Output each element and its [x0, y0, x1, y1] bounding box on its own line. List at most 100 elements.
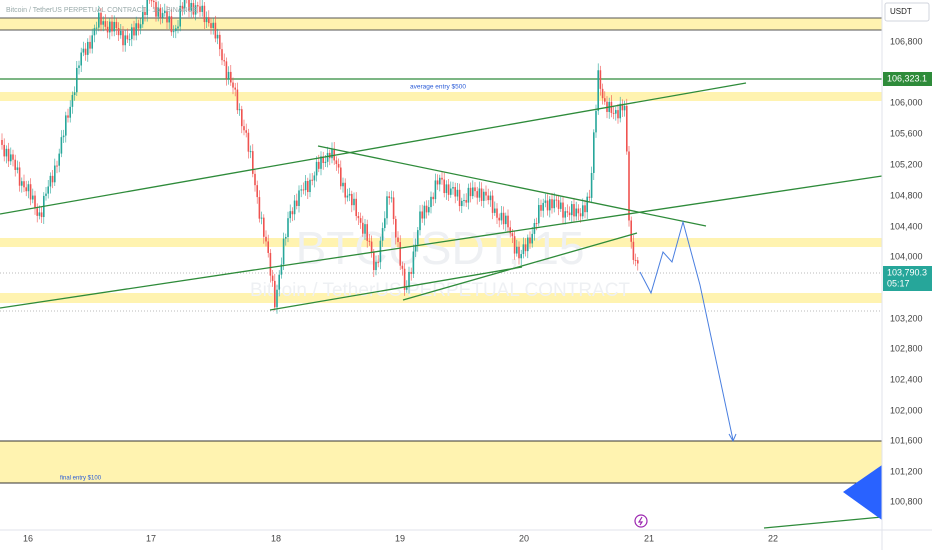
candle-body	[351, 193, 353, 206]
candle-body	[120, 30, 122, 36]
candle-body	[274, 280, 276, 308]
currency-box[interactable]	[884, 2, 930, 22]
candle-body	[445, 184, 448, 194]
trendline	[402, 232, 638, 301]
candle-body	[40, 212, 43, 218]
candle-body	[302, 189, 305, 191]
time-label: 18	[271, 533, 281, 543]
candle-body	[551, 199, 553, 209]
candle-body	[258, 197, 261, 219]
candle-body	[423, 205, 426, 219]
candle-body	[395, 219, 397, 238]
candle-body	[346, 195, 349, 198]
candle-body	[27, 184, 30, 192]
candle-body	[183, 0, 186, 9]
candle-body	[434, 180, 437, 200]
candle-body	[406, 287, 408, 290]
candle-body	[309, 179, 311, 193]
price-label: 105,600	[890, 128, 923, 138]
candle-body	[472, 187, 474, 197]
candle-body	[364, 224, 366, 234]
candle-body	[267, 241, 269, 253]
candle-body	[216, 34, 219, 39]
candle-body	[425, 205, 428, 213]
candle-body	[322, 156, 324, 164]
candle-body	[34, 195, 36, 209]
trendline	[763, 516, 883, 529]
candle-body	[386, 196, 388, 219]
candle-body	[623, 105, 626, 111]
candle-body	[441, 177, 443, 180]
candle-body	[549, 199, 551, 211]
price-label: 104,800	[890, 190, 923, 200]
candle-body	[38, 212, 41, 216]
candle-body	[93, 28, 96, 36]
candle-body	[269, 252, 272, 276]
candle-body	[538, 205, 540, 224]
candle-body	[392, 197, 395, 220]
candle-body	[474, 187, 476, 192]
candle-body	[223, 60, 225, 62]
candle-body	[564, 211, 566, 218]
candle-body	[32, 195, 34, 200]
candle-body	[280, 264, 283, 275]
candle-body	[260, 217, 263, 219]
candle-body	[337, 164, 340, 168]
candle-body	[219, 34, 221, 50]
candle-body	[542, 202, 544, 211]
candle-body	[331, 148, 333, 159]
candle-body	[115, 21, 118, 29]
candle-body	[485, 191, 487, 196]
candle-body	[122, 30, 124, 46]
candle-body	[621, 103, 624, 111]
candle-body	[500, 212, 503, 221]
candle-body	[159, 7, 162, 18]
candle-body	[408, 271, 410, 288]
candle-body	[588, 196, 591, 198]
candle-body	[164, 10, 166, 14]
candle-body	[584, 205, 586, 213]
candle-body	[326, 152, 329, 162]
candle-body	[278, 274, 280, 290]
candle-body	[480, 188, 483, 201]
time-label: 20	[519, 533, 529, 543]
zones	[0, 17, 882, 484]
candle-body	[203, 5, 206, 23]
final-entry-note: final entry $100	[60, 476, 102, 482]
candle-body	[505, 215, 507, 225]
countdown-text: 05:17	[887, 278, 910, 288]
candle-body	[467, 187, 470, 203]
candle-body	[91, 35, 93, 49]
candle-body	[14, 159, 16, 170]
candle-body	[311, 179, 313, 181]
time-label: 19	[395, 533, 405, 543]
candle-body	[16, 167, 19, 170]
candle-body	[615, 110, 617, 114]
candle-body	[69, 106, 71, 118]
candle-body	[348, 193, 351, 196]
candle-body	[313, 175, 316, 181]
candle-body	[234, 87, 236, 90]
candle-body	[390, 197, 393, 199]
candle-body	[18, 167, 21, 186]
candle-body	[221, 49, 223, 61]
price-label: 101,200	[890, 466, 923, 476]
candle-body	[562, 202, 564, 218]
candle-body	[131, 27, 133, 40]
candle-body	[368, 240, 371, 242]
trendline	[0, 175, 883, 309]
zone	[0, 441, 882, 483]
candle-body	[403, 268, 406, 290]
candle-body	[450, 188, 452, 195]
candle-body	[456, 189, 459, 197]
candle-body	[225, 61, 228, 79]
candle-body	[628, 151, 630, 221]
candle-body	[60, 137, 63, 154]
candle-body	[194, 5, 197, 15]
projection-arrow	[728, 433, 737, 443]
price-label: 102,800	[890, 343, 923, 353]
candle-body	[54, 165, 56, 183]
candle-body	[65, 115, 67, 136]
candle-body	[208, 17, 210, 24]
candle-body	[560, 202, 562, 209]
